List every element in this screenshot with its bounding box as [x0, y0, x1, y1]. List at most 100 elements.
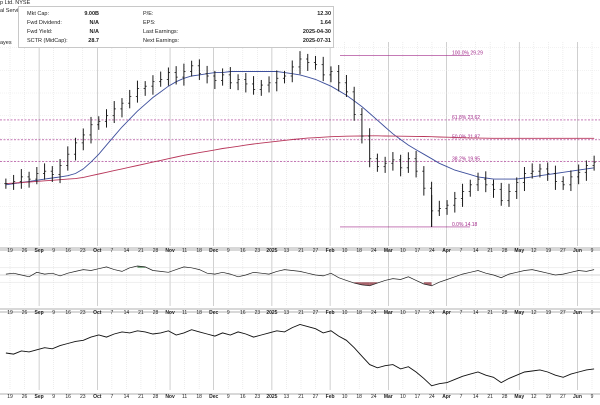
x-tick-label: 10: [342, 248, 348, 254]
x-tick-label: 21: [138, 394, 144, 400]
x-tick-label: 23: [255, 394, 261, 400]
fwd-dividend-value: N/A: [89, 20, 99, 26]
x-tick-label: 24: [429, 310, 435, 316]
x-tick-label: Jun: [573, 310, 582, 316]
x-tick-label: 28: [153, 248, 159, 254]
x-tick-label: 11: [182, 310, 187, 316]
x-tick-label: 19: [546, 248, 552, 254]
x-tick-label: 14: [124, 310, 130, 316]
x-tick-label: May: [514, 310, 524, 316]
x-tick-label: Apr: [442, 394, 451, 400]
x-tick-label: 28: [153, 394, 159, 400]
x-tick-label: 23: [255, 248, 261, 254]
x-tick-label: 7: [460, 248, 463, 254]
x-tick-label: 21: [487, 310, 493, 316]
x-tick-label: 13: [284, 310, 290, 316]
x-tick-label: 24: [429, 248, 435, 254]
x-tick-label: 27: [560, 394, 566, 400]
x-tick-label: 27: [560, 310, 566, 316]
x-tick-label: May: [514, 394, 524, 400]
x-tick-label: 17: [415, 248, 421, 254]
x-tick-label: 16: [65, 248, 71, 254]
x-tick-label: 7: [460, 310, 463, 316]
x-tick-label: Feb: [326, 310, 335, 316]
x-tick-label: Apr: [442, 248, 451, 254]
x-tick-label: Feb: [326, 248, 335, 254]
eps-value: 1.64: [320, 20, 331, 26]
x-tick-label: 27: [313, 248, 319, 254]
x-tick-label: 7: [460, 394, 463, 400]
x-tick-label: 18: [196, 394, 202, 400]
x-tick-label: 19: [546, 310, 552, 316]
date-axes: 19 19 19 26 26 26 Sep Sep Sep 9 9 9 16 16 16 23 23 23 Oct O…: [7, 248, 593, 400]
x-tick-label: 14: [473, 310, 479, 316]
x-tick-label: 24: [371, 248, 377, 254]
x-tick-label: 9: [227, 394, 230, 400]
x-tick-label: 9: [227, 310, 230, 316]
x-tick-label: 7: [110, 310, 113, 316]
x-tick-label: 28: [502, 394, 508, 400]
x-tick-label: 11: [182, 248, 187, 254]
last-earnings-label: Last Earnings:: [143, 29, 179, 35]
relative-strength-line: [5, 324, 595, 387]
x-tick-label: 9: [52, 248, 55, 254]
chart-title-fragment: p Ltd. NYSE: [0, 0, 31, 6]
price-bars: [4, 51, 596, 227]
x-tick-label: 17: [415, 310, 421, 316]
x-tick-label: 17: [415, 394, 421, 400]
x-tick-label: 26: [22, 394, 28, 400]
x-tick-label: 24: [371, 394, 377, 400]
pe-value: 12.30: [317, 11, 331, 17]
x-tick-label: 9: [52, 394, 55, 400]
x-tick-label: 2025: [266, 310, 277, 316]
x-tick-label: Nov: [165, 310, 175, 316]
x-tick-label: 27: [313, 310, 319, 316]
x-tick-label: 9: [591, 310, 594, 316]
x-tick-label: Dec: [209, 310, 218, 316]
x-tick-label: 23: [80, 394, 86, 400]
fwd-yield-label: Fwd Yield:: [27, 29, 53, 35]
x-tick-label: 14: [473, 394, 479, 400]
x-tick-label: 28: [502, 248, 508, 254]
fib-level-label: 100.0% 29.29: [452, 51, 483, 57]
x-tick-label: 18: [356, 394, 362, 400]
x-tick-label: 28: [153, 310, 159, 316]
fib-level-label: 38.2% 19.95: [452, 156, 480, 162]
x-tick-label: 12: [531, 248, 537, 254]
grid-layer: [0, 42, 600, 395]
x-tick-label: 11: [182, 394, 187, 400]
x-tick-label: Oct: [93, 248, 102, 254]
x-tick-label: Mar: [384, 310, 393, 316]
x-tick-label: 16: [240, 310, 246, 316]
moving-average-long: [5, 135, 595, 185]
x-tick-label: Feb: [326, 394, 335, 400]
x-tick-label: 18: [196, 310, 202, 316]
oscillator-line: [5, 265, 595, 287]
fwd-yield-value: N/A: [89, 29, 99, 35]
x-tick-label: 9: [591, 394, 594, 400]
x-tick-label: 18: [356, 248, 362, 254]
x-tick-label: 21: [487, 248, 493, 254]
x-tick-label: 9: [591, 248, 594, 254]
x-tick-label: Jun: [573, 394, 582, 400]
left-label-fragment: ayes: [0, 40, 12, 46]
oscillator-panel: [0, 265, 600, 287]
x-tick-label: 21: [298, 248, 304, 254]
moving-average-short: [5, 71, 595, 186]
sctr-value: 28.7: [88, 38, 99, 44]
x-tick-label: 16: [65, 310, 71, 316]
x-tick-label: Nov: [165, 248, 175, 254]
x-tick-label: 26: [22, 310, 28, 316]
x-tick-label: 16: [240, 394, 246, 400]
x-tick-label: 10: [400, 248, 406, 254]
x-tick-label: 7: [110, 394, 113, 400]
x-tick-label: 24: [429, 394, 435, 400]
next-earnings-label: Next Earnings:: [143, 38, 180, 44]
x-tick-label: 10: [400, 394, 406, 400]
x-tick-label: 16: [65, 394, 71, 400]
chart-subtitle-fragment: al Services: [0, 8, 27, 14]
x-tick-label: Nov: [165, 394, 175, 400]
fwd-dividend-label: Fwd Dividend:: [27, 20, 62, 26]
next-earnings-value: 2025-07-31: [302, 38, 331, 44]
x-tick-label: 9: [227, 248, 230, 254]
